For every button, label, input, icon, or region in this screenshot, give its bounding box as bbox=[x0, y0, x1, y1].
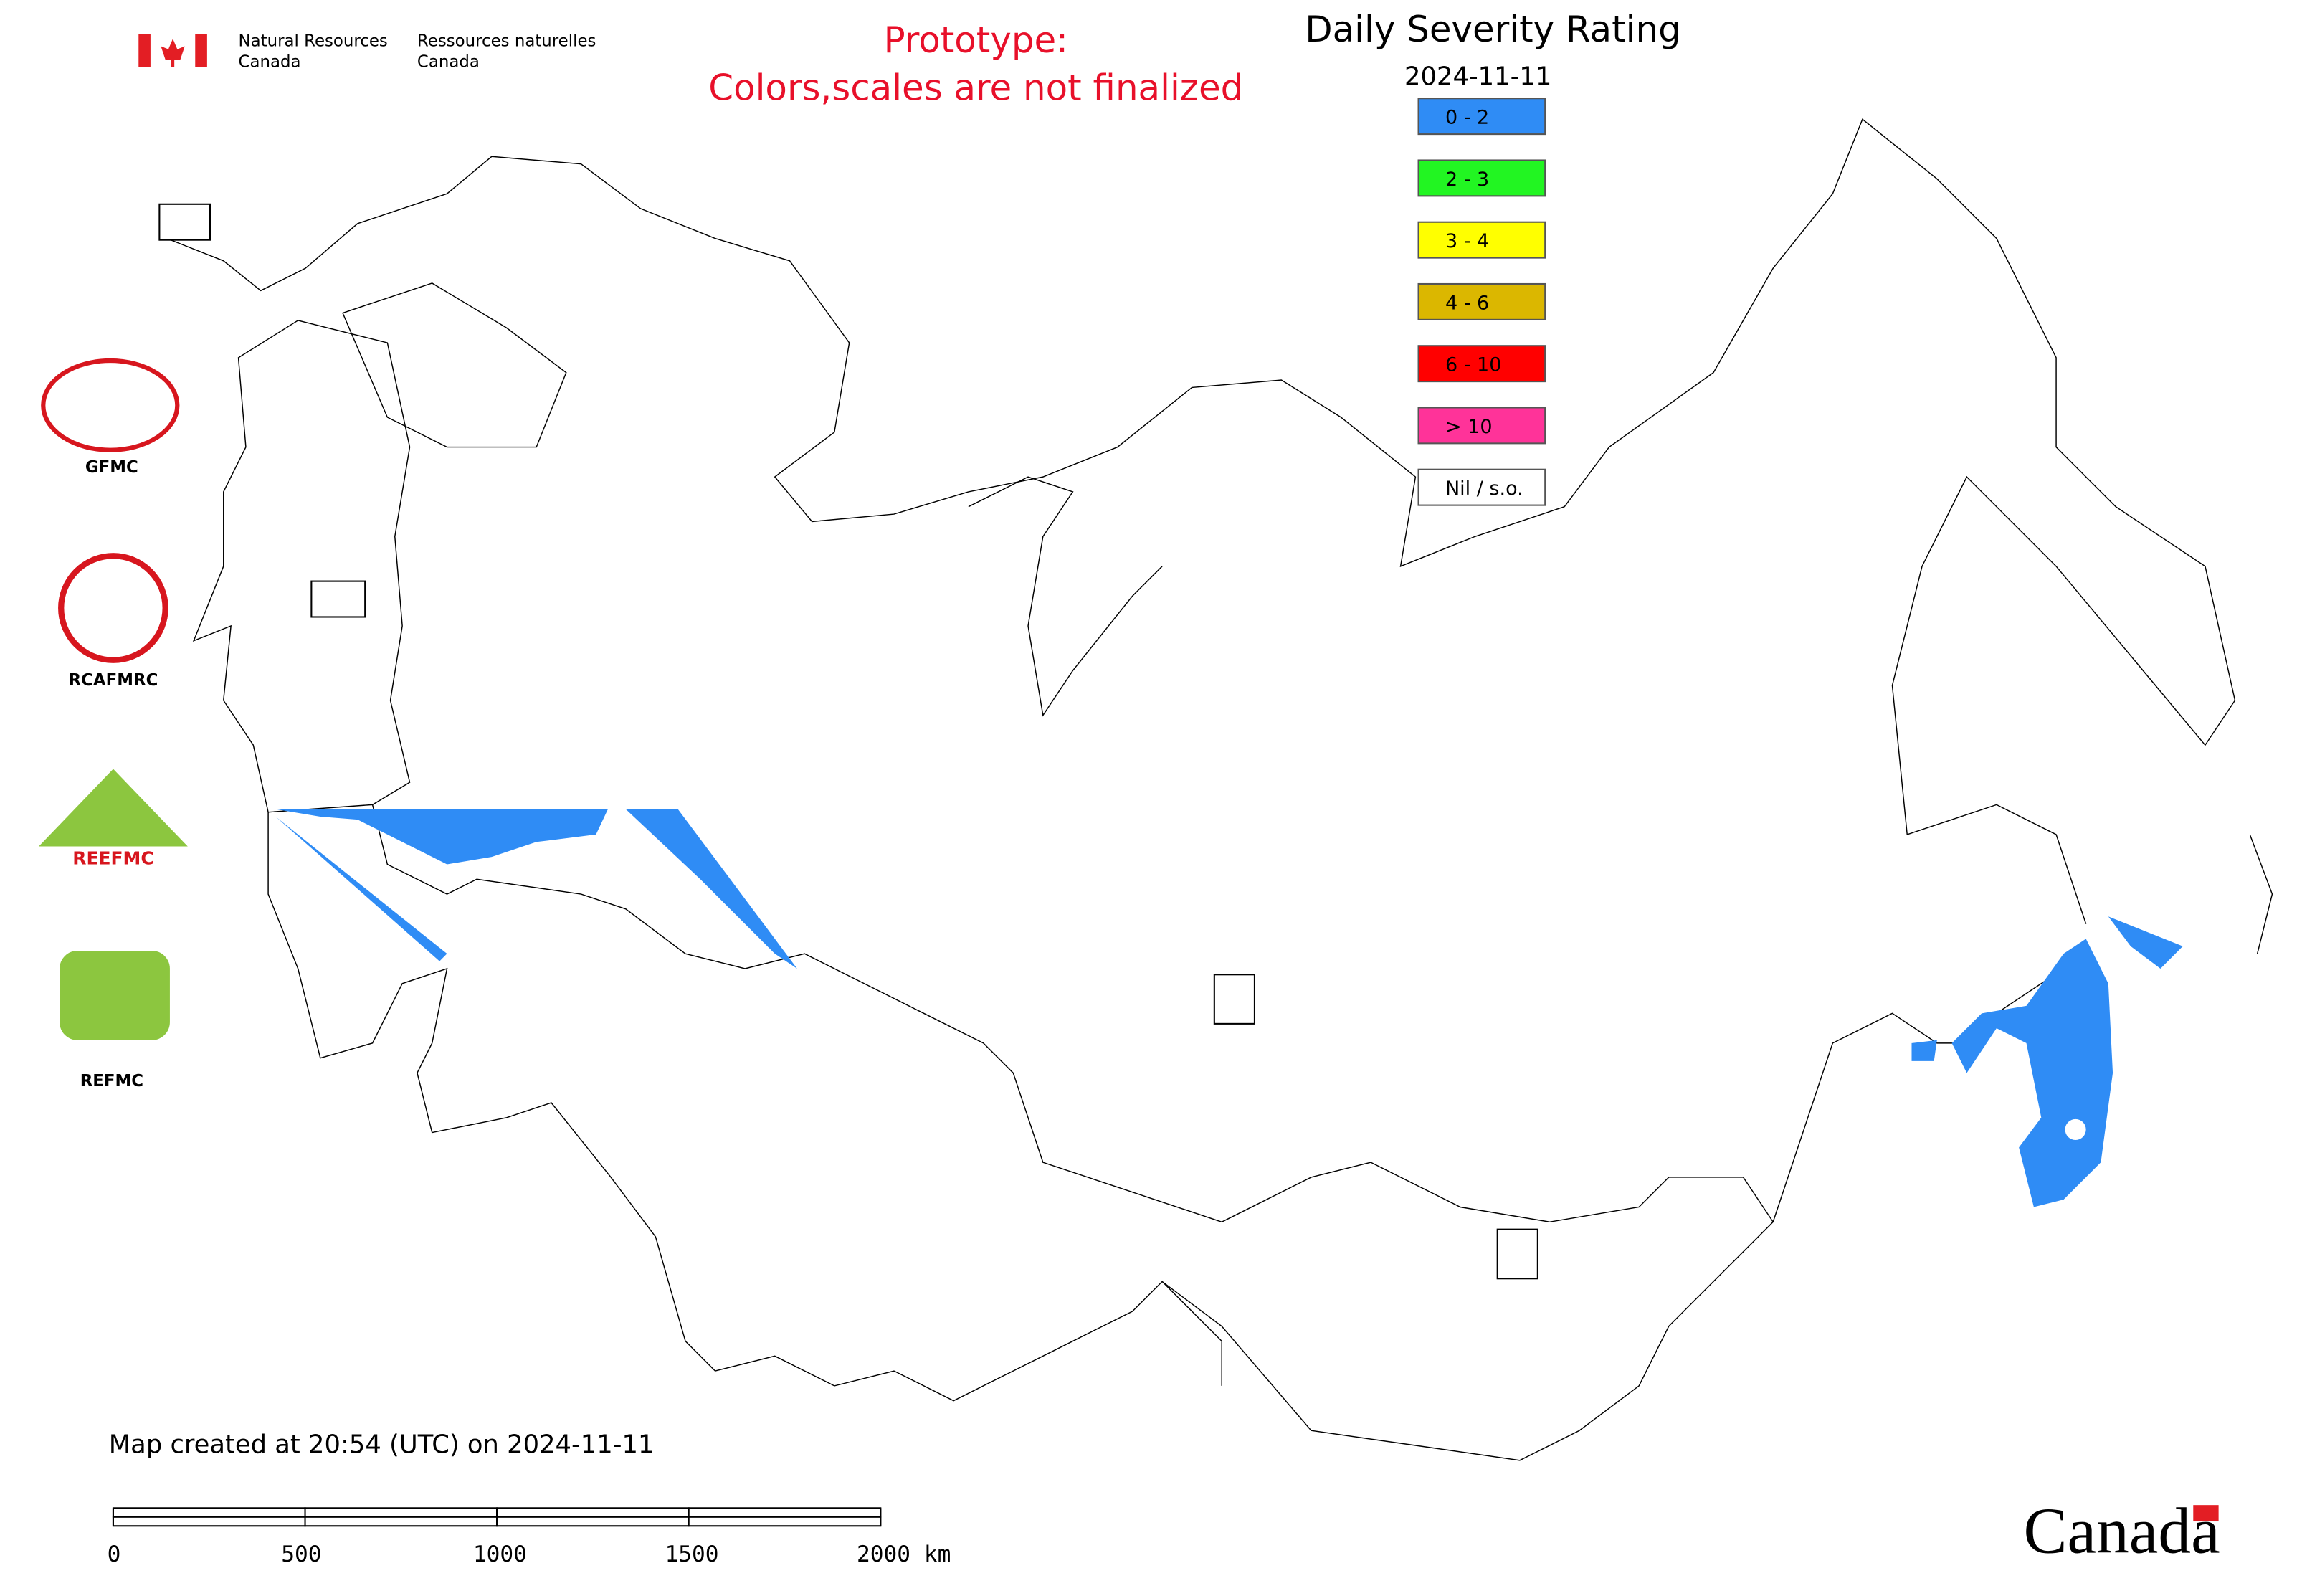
legend-swatch bbox=[1417, 221, 1546, 259]
coastline bbox=[166, 118, 2236, 924]
legend-swatch bbox=[1417, 345, 1546, 383]
map-marker bbox=[1496, 1228, 1538, 1280]
severity-area bbox=[275, 809, 2183, 1207]
scale-segment bbox=[112, 1516, 306, 1527]
scale-segment bbox=[304, 1516, 498, 1527]
severity-area bbox=[625, 809, 797, 969]
scale-label: 1500 bbox=[665, 1542, 718, 1567]
refmc-logo bbox=[60, 951, 170, 1040]
severity-area bbox=[2108, 916, 2183, 969]
severity-area bbox=[1911, 1040, 1937, 1061]
scale-bar: 0 500 1000 1500 2000 km bbox=[108, 1507, 951, 1567]
nrcan-signature: Natural Resources Canada Ressources natu… bbox=[138, 32, 596, 72]
severity-area bbox=[275, 816, 447, 961]
legend-label: 0 - 2 bbox=[1445, 107, 1489, 129]
maple-leaf bbox=[161, 39, 185, 67]
agency-fr: Ressources naturelles bbox=[417, 32, 596, 50]
legend: 0 - 2 2 - 3 3 - 4 4 - 6 6 - 10 > 10 Nil / s.o. bbox=[1417, 98, 1546, 506]
flag-bar bbox=[138, 34, 151, 67]
scale-segment bbox=[496, 1516, 690, 1527]
severity-area bbox=[275, 809, 608, 865]
border bbox=[267, 804, 1774, 1461]
agency-fr: Canada bbox=[417, 53, 480, 72]
rcafmrc-logo bbox=[58, 553, 168, 663]
legend-label: 6 - 10 bbox=[1445, 354, 1501, 376]
date: 2024-11-11 bbox=[1404, 62, 1551, 92]
wordmark-flag bbox=[2193, 1505, 2219, 1522]
scale-label: 0 bbox=[108, 1542, 121, 1567]
agency-en: Canada bbox=[239, 53, 301, 72]
border bbox=[1161, 1281, 1222, 1386]
reefmc-logo bbox=[39, 769, 188, 847]
map-marker bbox=[158, 203, 211, 241]
scale-label: 1000 bbox=[473, 1542, 527, 1567]
legend-swatch bbox=[1417, 282, 1546, 320]
agency-en: Natural Resources bbox=[239, 32, 388, 50]
scale-segment bbox=[496, 1507, 690, 1518]
basemap bbox=[166, 118, 2273, 1461]
logos: GFMC RCAFMRC REEFMC REFMC bbox=[39, 203, 1538, 1280]
wordmark: Canada bbox=[2024, 1495, 2220, 1567]
notice: Colors,scales are not finalized bbox=[708, 67, 1243, 108]
scale-label: 2000 km bbox=[857, 1542, 951, 1567]
notice: Prototype: bbox=[884, 19, 1068, 61]
coastline bbox=[968, 476, 1163, 717]
legend-swatch bbox=[1417, 159, 1546, 197]
hole bbox=[2065, 1118, 2086, 1140]
legend-swatch bbox=[1417, 98, 1546, 136]
legend-label: 4 - 6 bbox=[1445, 292, 1489, 314]
border bbox=[192, 320, 411, 813]
legend-swatch bbox=[1417, 468, 1546, 506]
scale-label: 500 bbox=[281, 1542, 321, 1567]
border bbox=[342, 282, 567, 448]
legend-swatch bbox=[1417, 407, 1546, 445]
title: Daily Severity Rating bbox=[1305, 9, 1681, 50]
legend-label: 2 - 3 bbox=[1445, 168, 1489, 191]
scale-segment bbox=[112, 1507, 306, 1518]
legend-label: 3 - 4 bbox=[1445, 230, 1489, 252]
island bbox=[2249, 834, 2273, 954]
scale-segment bbox=[688, 1516, 882, 1527]
severity-area bbox=[1951, 939, 2113, 1207]
scale-segment bbox=[688, 1507, 882, 1518]
gfmc-logo bbox=[41, 358, 180, 452]
map-marker bbox=[1213, 974, 1255, 1025]
logo-label: REFMC bbox=[80, 1072, 143, 1091]
scale-segment bbox=[304, 1507, 498, 1518]
legend-label: Nil / s.o. bbox=[1445, 478, 1523, 500]
map-marker bbox=[310, 580, 366, 618]
logo-label: RCAFMRC bbox=[69, 671, 158, 690]
flag-bar bbox=[195, 34, 207, 67]
legend-label: > 10 bbox=[1445, 416, 1493, 438]
logo-label: GFMC bbox=[85, 458, 138, 477]
logo-label: REEFMC bbox=[72, 847, 153, 868]
footer: Map created at 20:54 (UTC) on 2024-11-11 bbox=[109, 1430, 655, 1459]
